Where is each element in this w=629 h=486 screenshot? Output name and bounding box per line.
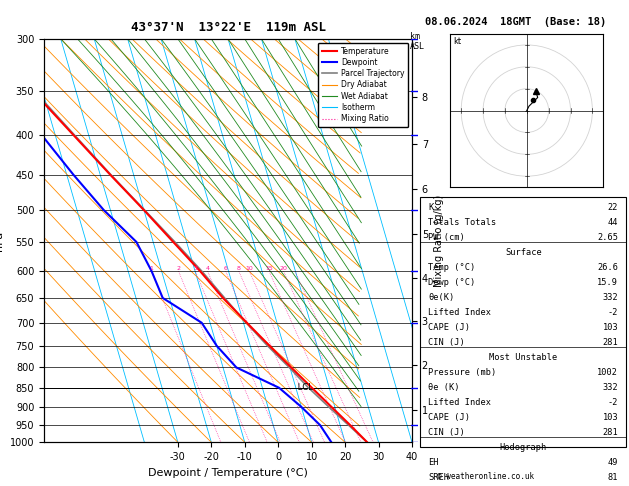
Text: kt: kt [454,37,462,46]
Text: © weatheronline.co.uk: © weatheronline.co.uk [437,472,534,481]
Text: θe(K): θe(K) [428,293,455,302]
Text: Totals Totals: Totals Totals [428,218,497,227]
Text: Surface: Surface [505,248,542,257]
Y-axis label: Mixing Ratio (g/kg): Mixing Ratio (g/kg) [433,194,443,287]
Text: 49: 49 [608,458,618,468]
Y-axis label: hPa: hPa [0,230,4,251]
Text: 2: 2 [177,266,181,271]
Text: 44: 44 [608,218,618,227]
Title: 43°37'N  13°22'E  119m ASL: 43°37'N 13°22'E 119m ASL [130,20,326,34]
Text: 103: 103 [603,323,618,332]
Text: 6: 6 [224,266,228,271]
Text: 22: 22 [608,203,618,212]
Text: CAPE (J): CAPE (J) [428,413,470,422]
Text: EH: EH [428,458,439,468]
Text: K: K [428,203,433,212]
Text: CIN (J): CIN (J) [428,338,465,347]
Text: 281: 281 [603,428,618,437]
Text: 15: 15 [265,266,273,271]
Text: Most Unstable: Most Unstable [489,353,557,362]
Text: Lifted Index: Lifted Index [428,399,491,407]
Text: -2: -2 [608,399,618,407]
Text: 08.06.2024  18GMT  (Base: 18): 08.06.2024 18GMT (Base: 18) [425,17,606,27]
Text: Temp (°C): Temp (°C) [428,263,476,272]
Text: 4: 4 [206,266,209,271]
Legend: Temperature, Dewpoint, Parcel Trajectory, Dry Adiabat, Wet Adiabat, Isotherm, Mi: Temperature, Dewpoint, Parcel Trajectory… [318,43,408,127]
X-axis label: Dewpoint / Temperature (°C): Dewpoint / Temperature (°C) [148,468,308,478]
Text: 3: 3 [193,266,198,271]
Text: 1: 1 [150,266,153,271]
Text: SREH: SREH [428,473,450,483]
Text: 103: 103 [603,413,618,422]
Text: Dewp (°C): Dewp (°C) [428,278,476,287]
Text: CIN (J): CIN (J) [428,428,465,437]
Text: Lifted Index: Lifted Index [428,308,491,317]
Text: 332: 332 [603,383,618,392]
Text: Pressure (mb): Pressure (mb) [428,368,497,377]
Text: 15.9: 15.9 [597,278,618,287]
Text: 81: 81 [608,473,618,483]
Text: 2.65: 2.65 [597,233,618,242]
Text: PW (cm): PW (cm) [428,233,465,242]
Text: 1002: 1002 [597,368,618,377]
Text: 26.6: 26.6 [597,263,618,272]
Text: 20: 20 [279,266,287,271]
Text: 10: 10 [245,266,253,271]
Text: θe (K): θe (K) [428,383,460,392]
Text: -2: -2 [608,308,618,317]
Text: CAPE (J): CAPE (J) [428,323,470,332]
Text: 332: 332 [603,293,618,302]
Text: 281: 281 [603,338,618,347]
Text: LCL: LCL [295,383,313,392]
Text: km
ASL: km ASL [410,32,425,51]
Text: 8: 8 [237,266,241,271]
Text: Hodograph: Hodograph [499,443,547,452]
